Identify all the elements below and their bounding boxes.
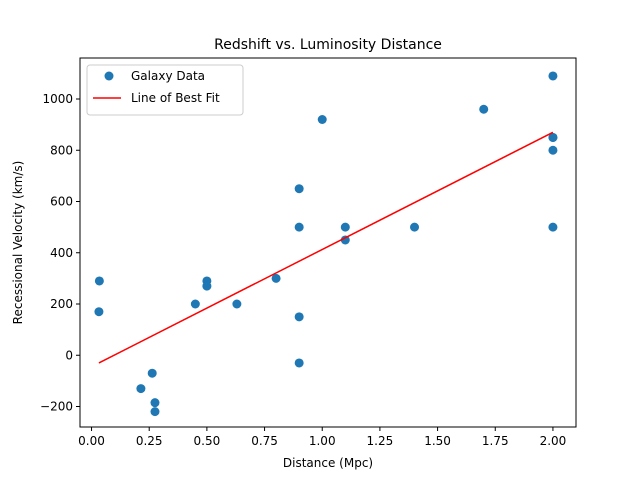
- y-axis-label: Recessional Velocity (km/s): [11, 161, 25, 325]
- x-axis-label: Distance (Mpc): [283, 456, 373, 470]
- data-point: [340, 235, 350, 245]
- x-tick-label: 0.00: [78, 434, 105, 448]
- data-point: [548, 132, 558, 142]
- legend-label-galaxy-data: Galaxy Data: [131, 69, 205, 83]
- legend-marker-galaxy-data: [104, 71, 114, 81]
- data-point: [150, 398, 160, 408]
- data-point: [202, 281, 212, 291]
- x-tick-label: 1.75: [482, 434, 509, 448]
- y-tick-label: 800: [50, 143, 73, 157]
- data-point: [548, 145, 558, 155]
- data-point: [190, 299, 200, 309]
- data-point: [94, 307, 104, 317]
- y-tick-label: 1000: [42, 92, 73, 106]
- data-point: [548, 222, 558, 232]
- legend: Galaxy Data Line of Best Fit: [86, 64, 244, 116]
- chart-title: Redshift vs. Luminosity Distance: [214, 37, 442, 53]
- x-tick-label: 0.50: [194, 434, 221, 448]
- y-tick-label: −200: [40, 400, 73, 414]
- y-tick-label: 400: [50, 246, 73, 260]
- best-fit-line: [98, 131, 554, 364]
- x-tick-label: 1.25: [367, 434, 394, 448]
- data-point: [150, 407, 160, 417]
- data-point: [271, 273, 281, 283]
- data-point: [548, 71, 558, 81]
- y-axis-ticks: −200 0 200 400 600 800 1000: [40, 92, 80, 414]
- legend-label-best-fit: Line of Best Fit: [131, 91, 220, 105]
- plot-frame: [79, 57, 577, 428]
- y-tick-label: 0: [65, 348, 73, 362]
- data-point: [232, 299, 242, 309]
- x-tick-label: 2.00: [540, 434, 567, 448]
- data-point: [294, 358, 304, 368]
- x-tick-label: 0.75: [251, 434, 278, 448]
- x-axis-ticks: 0.00 0.25 0.50 0.75 1.00 1.25 1.50 1.75 2.00: [78, 427, 566, 448]
- data-point: [294, 312, 304, 322]
- data-point: [94, 276, 104, 286]
- y-tick-label: 200: [50, 297, 73, 311]
- data-point: [294, 184, 304, 194]
- data-point: [136, 384, 146, 394]
- data-point: [340, 222, 350, 232]
- x-tick-label: 1.00: [309, 434, 336, 448]
- data-point: [294, 222, 304, 232]
- data-point: [317, 115, 327, 124]
- x-tick-label: 1.50: [424, 434, 451, 448]
- x-tick-label: 0.25: [136, 434, 163, 448]
- data-point: [410, 222, 420, 232]
- data-point: [479, 104, 489, 114]
- plot-marks: [94, 71, 558, 417]
- y-tick-label: 600: [50, 195, 73, 209]
- legend-box: [86, 64, 244, 116]
- data-point: [147, 368, 157, 378]
